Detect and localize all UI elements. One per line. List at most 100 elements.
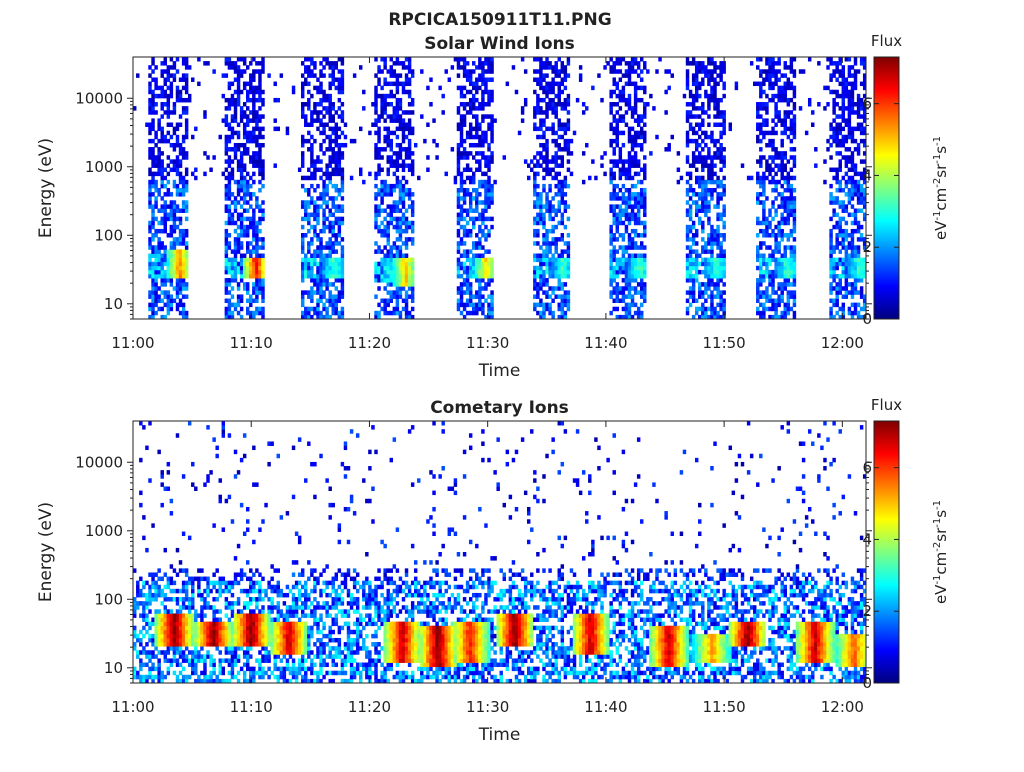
heatmap-cell [762,118,765,122]
heatmap-cell [377,118,380,122]
heatmap-cell [374,147,377,151]
heatmap-cell [845,282,848,286]
heatmap-cell [759,86,762,90]
heatmap-cell [310,94,313,98]
heatmap-cell [710,98,713,102]
heatmap-cell [460,86,463,90]
heatmap-cell [533,180,536,184]
heatmap-cell [316,159,319,163]
heatmap-cell [240,204,243,208]
heatmap-cell [707,237,710,241]
heatmap-cell [475,188,478,192]
heatmap-cell [634,143,637,147]
heatmap-cell [402,90,405,94]
heatmap-cell [710,131,713,135]
heatmap-cell [319,270,322,274]
heatmap-cell [237,245,240,249]
heatmap-cell [228,192,231,196]
heatmap-cell [176,94,179,98]
heatmap-cell [408,131,411,135]
heatmap-cell [845,86,848,90]
heatmap-cell [173,180,176,184]
heatmap-cell [558,172,561,176]
heatmap-cell [463,94,466,98]
heatmap-cell [848,118,851,122]
heatmap-cell [631,127,634,131]
heatmap-cell [698,204,701,208]
heatmap-cell [240,106,243,110]
heatmap-cell [472,106,475,110]
heatmap-cell [390,192,393,196]
heatmap-cell [408,139,411,143]
heatmap-cell [487,69,490,73]
heatmap-cell [393,282,396,286]
heatmap-cell [252,237,255,241]
heatmap-cell [619,262,622,266]
heatmap-cell [240,274,243,278]
heatmap-cell [622,278,625,282]
heatmap-cell [542,249,545,253]
heatmap-cell [405,57,408,61]
heatmap-cell [341,282,344,286]
heatmap-cell [457,241,460,245]
heatmap-cell [469,266,472,270]
heatmap-cell [387,221,390,225]
heatmap-cell [686,159,689,163]
heatmap-cell [246,82,249,86]
heatmap-cell [402,135,405,139]
heatmap-cell [765,274,768,278]
heatmap-cell [383,258,386,262]
heatmap-cell [756,176,759,180]
heatmap-cell [829,155,832,159]
heatmap-cell [240,184,243,188]
heatmap-cell [154,102,157,106]
heatmap-cell [845,155,848,159]
heatmap-cell [582,151,585,155]
heatmap-cell [713,274,716,278]
heatmap-cell [762,294,765,298]
heatmap-cell [475,77,478,81]
heatmap-cell [402,110,405,114]
heatmap-cell [628,262,631,266]
heatmap-cell [793,94,796,98]
heatmap-cell [328,65,331,69]
heatmap-cell [399,143,402,147]
heatmap-cell [249,77,252,81]
heatmap-cell [664,90,667,94]
heatmap-cell [328,98,331,102]
heatmap-cell [628,311,631,315]
heatmap-cell [478,163,481,167]
heatmap-cell [167,299,170,303]
heatmap-cell [790,188,793,192]
heatmap-cell [228,196,231,200]
heatmap-cell [325,311,328,315]
heatmap-cell [701,168,704,172]
heatmap-cell [399,278,402,282]
heatmap-cell [842,274,845,278]
heatmap-cell [777,118,780,122]
heatmap-cell [835,151,838,155]
heatmap-cell [695,65,698,69]
heatmap-cell [301,245,304,249]
heatmap-cell [686,299,689,303]
heatmap-cell [182,180,185,184]
heatmap-cell [542,176,545,180]
heatmap-cell [319,176,322,180]
heatmap-cell [839,233,842,237]
heatmap-cell [249,249,252,253]
heatmap-cell [261,213,264,217]
heatmap-cell [616,249,619,253]
heatmap-cell [252,73,255,77]
heatmap-cell [643,196,646,200]
heatmap-cell [182,151,185,155]
heatmap-cell [835,135,838,139]
heatmap-cell [765,94,768,98]
heatmap-cell [631,176,634,180]
heatmap-cell [704,241,707,245]
heatmap-cell [839,94,842,98]
heatmap-cell [842,102,845,106]
heatmap-cell [408,188,411,192]
heatmap-cell [411,237,414,241]
heatmap-cell [567,123,570,127]
heatmap-cell [228,172,231,176]
